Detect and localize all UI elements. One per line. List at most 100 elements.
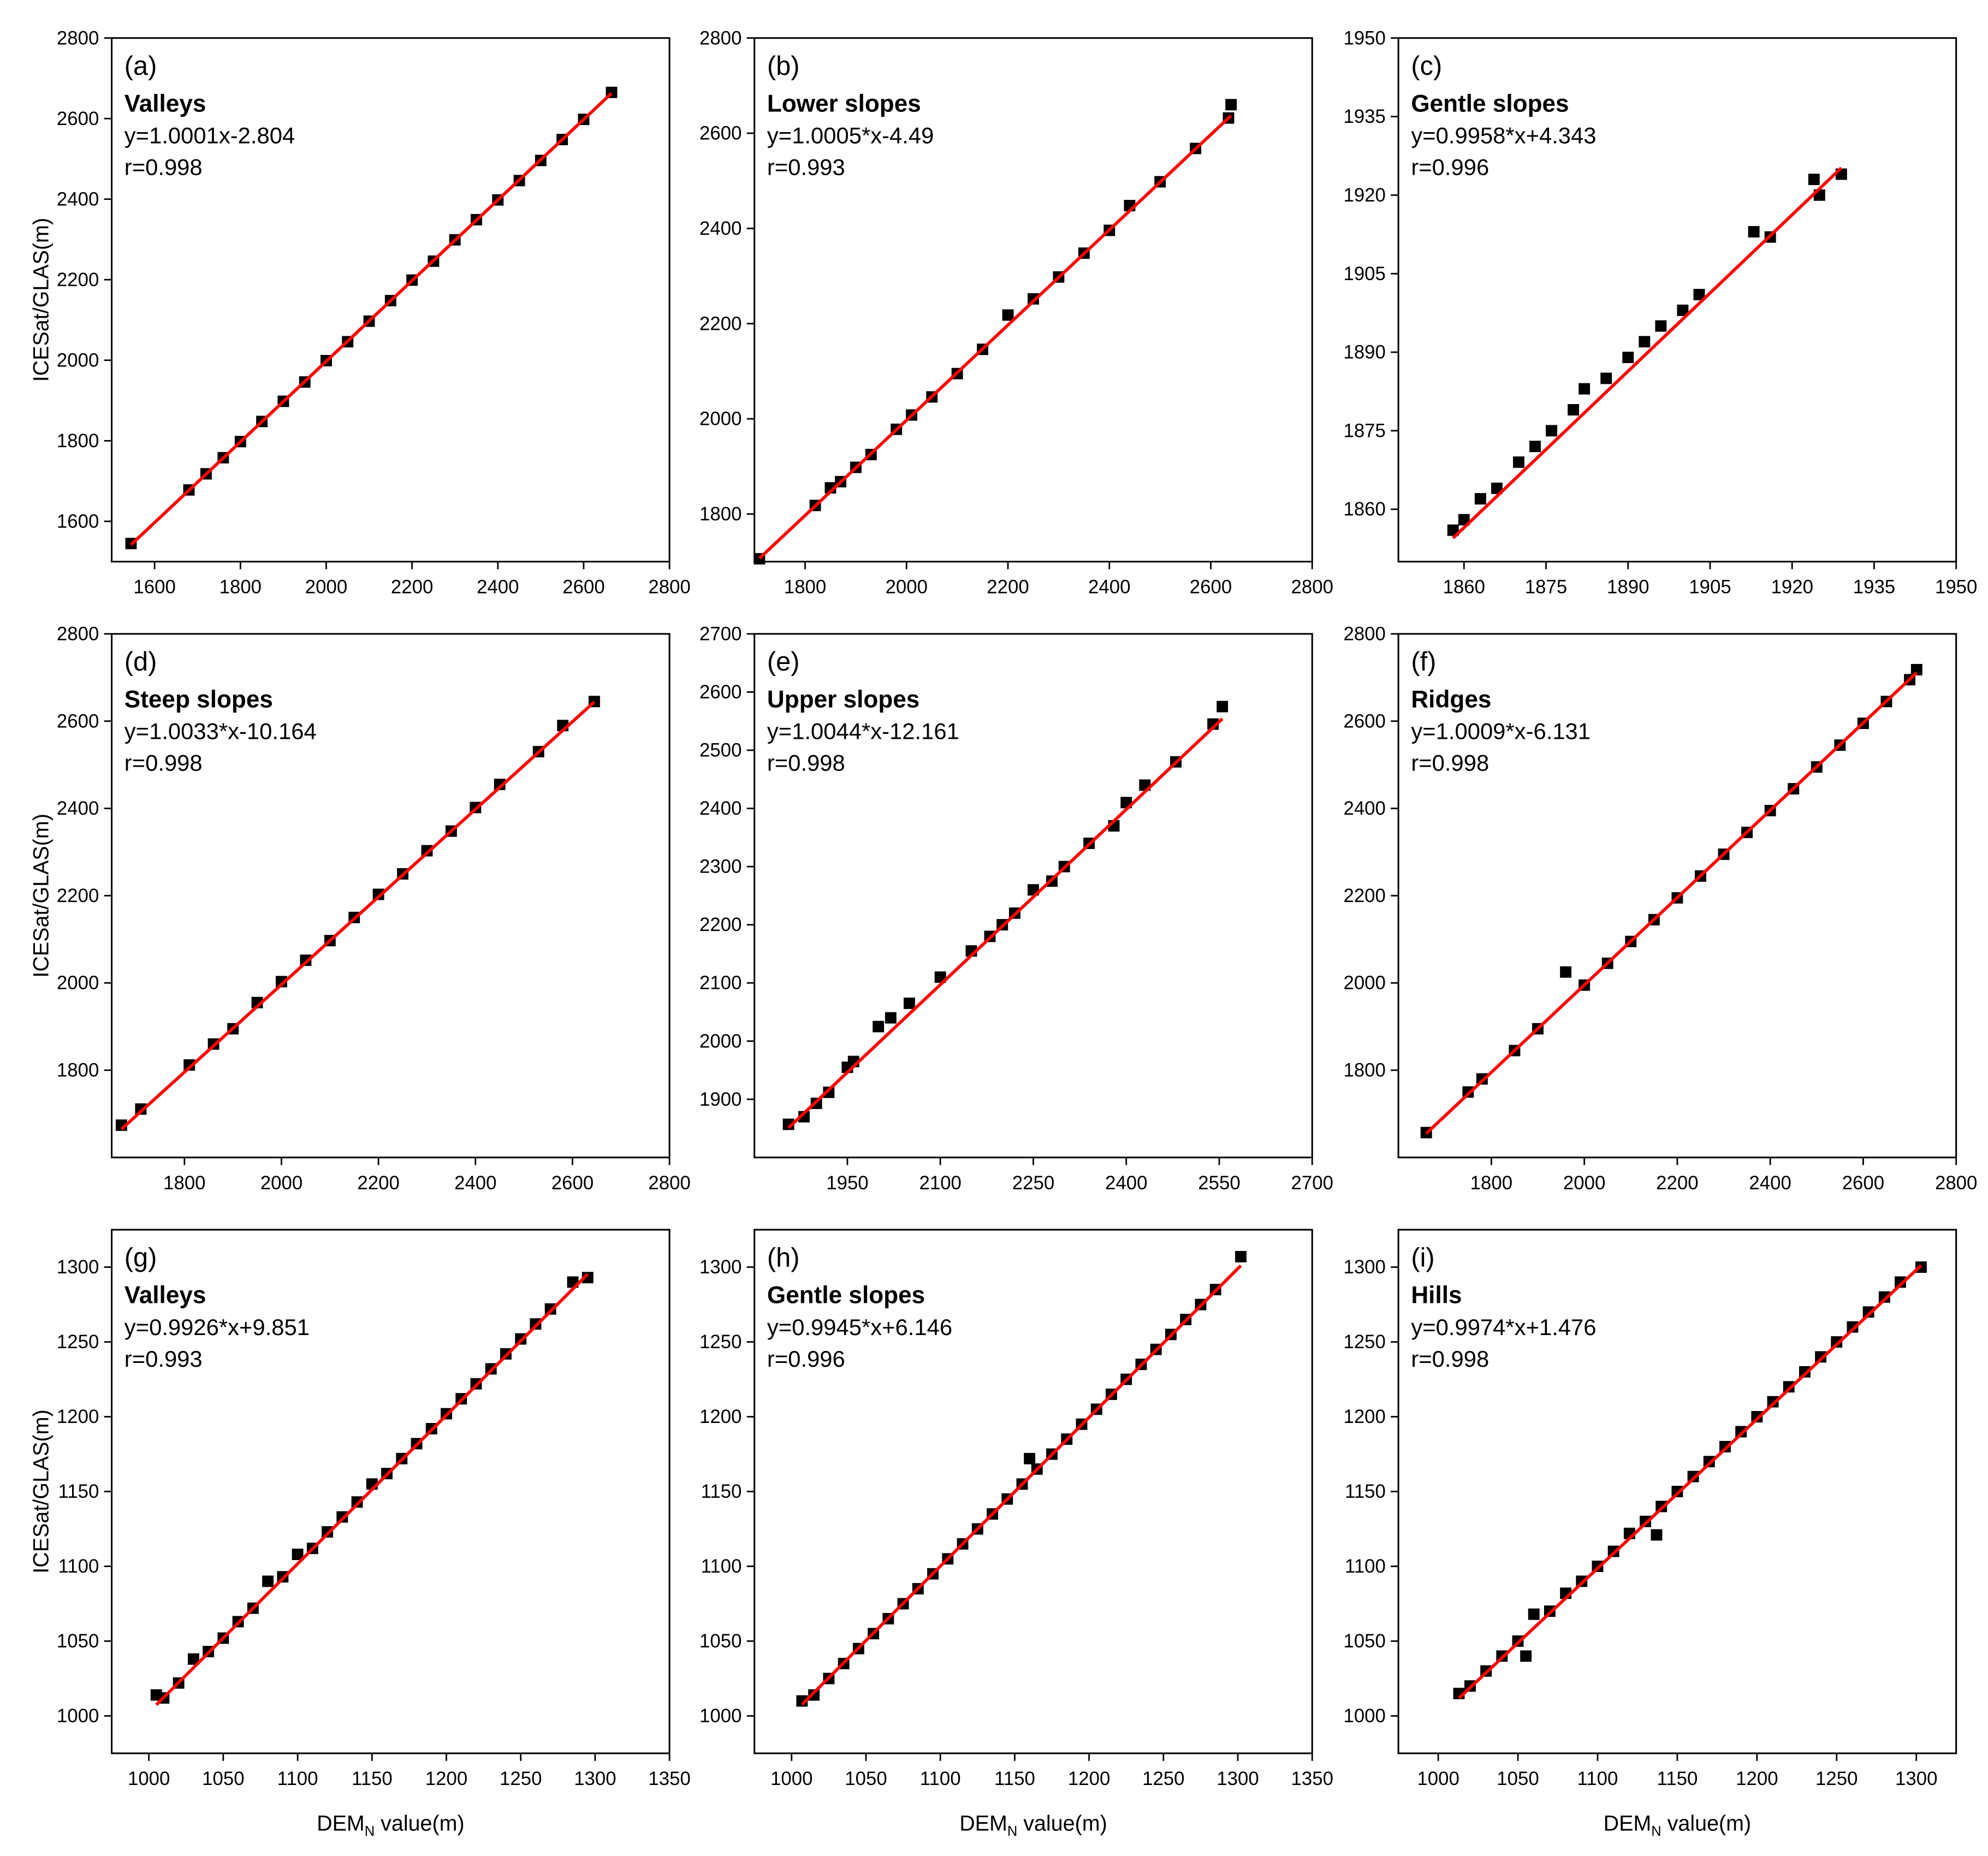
point	[1028, 293, 1039, 305]
x-tick-label: 1150	[1657, 1768, 1698, 1789]
point	[494, 779, 506, 790]
region-label: Ridges	[1411, 686, 1491, 713]
fit-line	[155, 1273, 589, 1706]
x-tick-label: 1250	[1142, 1768, 1184, 1789]
region-label: Steep slopes	[124, 686, 273, 713]
y-tick-label: 1100	[1345, 1556, 1386, 1577]
point	[1639, 336, 1651, 348]
y-tick-label: 1050	[57, 1630, 99, 1652]
x-tick-label: 2250	[1012, 1172, 1054, 1194]
y-tick-label: 2600	[1343, 710, 1385, 732]
point	[1528, 1608, 1540, 1620]
point	[1216, 701, 1229, 713]
x-tick-label: 2800	[1935, 1172, 1977, 1194]
fit-line	[1458, 1264, 1922, 1699]
y-tick-label: 1800	[57, 430, 99, 452]
point	[1225, 99, 1237, 111]
plot-frame	[111, 37, 670, 563]
region-label: Gentle slopes	[1411, 90, 1569, 117]
x-tick-label: 1050	[845, 1768, 887, 1789]
y-tick-label: 2000	[57, 349, 99, 371]
y-tick-label: 1300	[57, 1256, 99, 1278]
x-tick-label: 1000	[1417, 1768, 1459, 1789]
x-tick-label: 1875	[1525, 577, 1567, 598]
point	[1447, 524, 1459, 536]
x-tick-label: 1150	[352, 1768, 393, 1789]
x-axis-label-part: value(m)	[1017, 1812, 1107, 1836]
x-tick-label: 1800	[784, 577, 826, 598]
y-tick-label: 1200	[699, 1406, 741, 1427]
x-tick-label: 2600	[551, 1172, 594, 1194]
point	[1808, 174, 1820, 185]
correlation: r=0.998	[1411, 1346, 1489, 1372]
x-tick-label: 1150	[994, 1768, 1035, 1789]
y-tick-label: 2400	[57, 188, 99, 210]
y-tick-label: 1250	[57, 1331, 99, 1353]
point	[292, 1549, 304, 1561]
equation: y=1.0044*x-12.161	[767, 719, 959, 744]
x-tick-label: 2550	[1198, 1172, 1240, 1194]
panel-label: (h)	[767, 1243, 800, 1272]
y-tick-label: 1250	[699, 1331, 741, 1353]
x-axis-label-part: N	[1007, 1824, 1017, 1839]
point	[1568, 404, 1580, 416]
x-tick-label: 1200	[1736, 1768, 1778, 1789]
point	[1491, 482, 1503, 494]
point	[1862, 1306, 1874, 1318]
x-tick-label: 2600	[562, 577, 604, 598]
y-tick-label: 2200	[699, 313, 741, 334]
y-tick-label: 2600	[57, 108, 99, 129]
y-tick-label: 1100	[701, 1556, 742, 1577]
x-axis-label-part: N	[365, 1824, 375, 1839]
x-axis-label-part: DEM	[1604, 1812, 1652, 1836]
equation: y=0.9974*x+1.476	[1411, 1314, 1596, 1340]
plot-frame	[111, 633, 670, 1159]
plot-frame	[753, 1229, 1313, 1754]
y-tick-label: 1150	[58, 1481, 99, 1502]
point	[1600, 372, 1612, 384]
y-tick-label: 2200	[57, 269, 99, 290]
x-tick-label: 2200	[357, 1172, 399, 1194]
x-tick-label: 1050	[202, 1768, 244, 1789]
point	[1767, 1396, 1779, 1408]
correlation: r=0.993	[124, 1346, 203, 1372]
point	[1520, 1650, 1532, 1662]
point	[1546, 425, 1558, 437]
point	[135, 1103, 147, 1115]
point	[1783, 1381, 1795, 1393]
point	[1910, 663, 1922, 675]
y-tick-label: 1860	[1343, 499, 1385, 520]
y-tick-label: 1050	[1343, 1630, 1385, 1652]
x-tick-label: 2400	[1088, 577, 1130, 598]
x-tick-label: 1950	[826, 1172, 868, 1194]
y-tick-label: 1200	[1343, 1406, 1385, 1427]
x-tick-label: 1350	[648, 1768, 690, 1789]
point	[183, 1059, 195, 1071]
region-label: Lower slopes	[767, 90, 921, 117]
x-tick-label: 1350	[1291, 1768, 1333, 1789]
panel-label: (i)	[1411, 1243, 1434, 1272]
y-tick-label: 2800	[1343, 623, 1385, 644]
plot-frame	[753, 633, 1313, 1159]
x-axis-label: DEMN value(m)	[317, 1812, 465, 1839]
y-tick-label: 1920	[1343, 185, 1385, 206]
x-tick-label: 1600	[133, 577, 175, 598]
correlation: r=0.998	[124, 154, 203, 180]
y-tick-label: 2000	[1343, 973, 1385, 994]
y-tick-label: 1890	[1343, 342, 1385, 363]
equation: y=0.9958*x+4.343	[1411, 122, 1596, 148]
point	[1513, 456, 1524, 468]
x-tick-label: 1920	[1771, 577, 1813, 598]
equation: y=0.9926*x+9.851	[124, 1314, 310, 1340]
x-tick-label: 1300	[1216, 1768, 1259, 1789]
x-tick-label: 1100	[920, 1768, 961, 1789]
point	[1655, 320, 1667, 332]
x-tick-label: 1050	[1497, 1768, 1539, 1789]
point	[336, 1511, 348, 1523]
x-axis-label-part: DEM	[317, 1812, 365, 1836]
point	[1458, 514, 1470, 526]
x-tick-label: 1905	[1689, 577, 1731, 598]
x-axis-label: DEMN value(m)	[1604, 1812, 1752, 1839]
y-tick-label: 1000	[699, 1705, 741, 1727]
